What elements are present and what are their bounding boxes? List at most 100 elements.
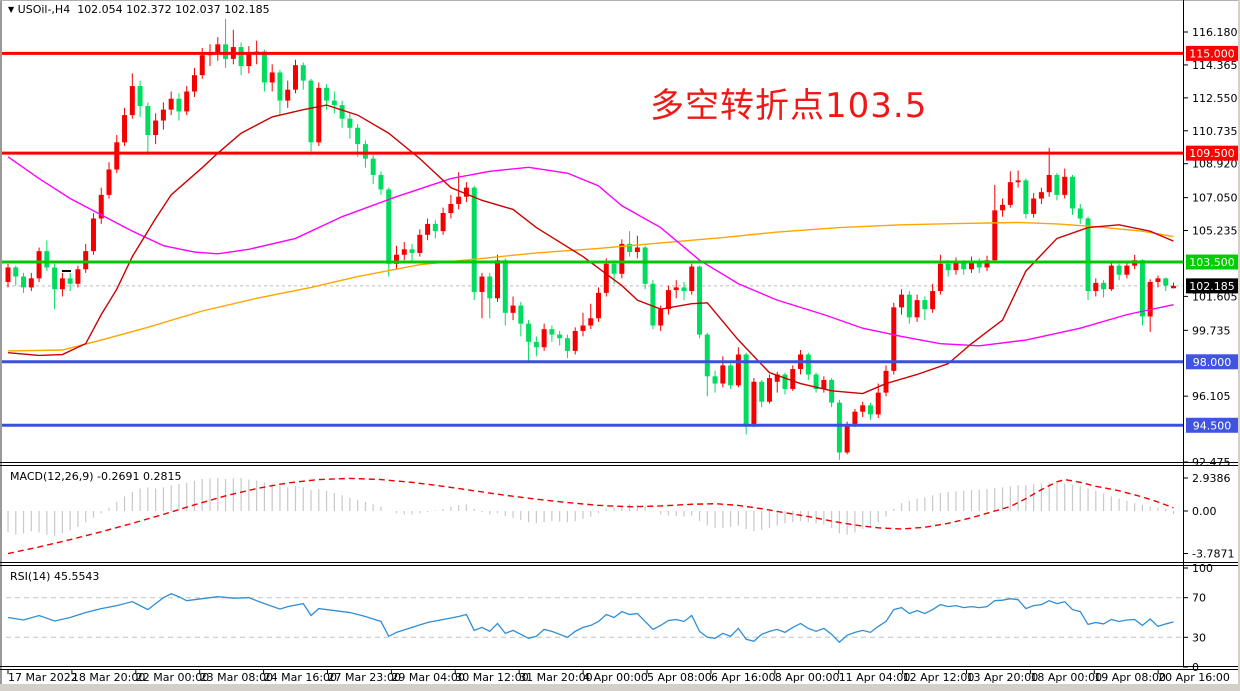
time-axis-label: 29 Mar 04:00 <box>391 671 464 684</box>
candle-body <box>805 354 811 375</box>
candle-body <box>984 260 990 268</box>
candle-body <box>658 309 664 326</box>
candle-body <box>665 290 671 310</box>
candle-body <box>782 374 788 389</box>
candle-body <box>487 276 493 299</box>
candle-body <box>1077 208 1083 219</box>
candle-body <box>883 370 889 393</box>
candle-body <box>52 267 58 290</box>
price-badge <box>1186 254 1238 270</box>
candle-body <box>774 374 780 382</box>
candle-body <box>292 65 298 90</box>
candle-body <box>914 300 920 318</box>
time-axis-label: 19 Apr 08:00 <box>1094 671 1166 684</box>
candle-body <box>199 55 205 76</box>
candle-body <box>728 365 734 386</box>
candle-body <box>642 247 648 284</box>
symbol-ohlc-text: USOil-,H4 102.054 102.372 102.037 102.18… <box>17 3 270 16</box>
candle-body <box>1171 285 1176 289</box>
time-axis-label: 31 Mar 20:00 <box>519 671 592 684</box>
candle-body <box>1023 180 1029 214</box>
price-axis-label: 116.180 <box>1192 26 1238 39</box>
symbol-dropdown-icon[interactable]: ▼ <box>8 5 15 14</box>
rsi-axis-label: 100 <box>1192 562 1213 575</box>
candle-body <box>83 251 89 270</box>
candle-body <box>1000 204 1006 211</box>
candle-body <box>588 318 594 326</box>
candle-body <box>285 89 291 101</box>
time-axis-label: 6 Apr 16:00 <box>711 671 776 684</box>
candle-body <box>759 381 765 402</box>
candle-body <box>1101 282 1107 290</box>
candle-body <box>417 234 423 253</box>
rsi-axis-label: 0 <box>1192 661 1199 674</box>
price-badge-label: 94.500 <box>1193 419 1232 432</box>
candle-body <box>518 305 524 324</box>
price-axis-label: 96.105 <box>1192 390 1231 403</box>
candle-body <box>860 405 866 412</box>
window-bottom-edge <box>0 684 1240 691</box>
time-axis-label: 12 Apr 12:00 <box>903 671 975 684</box>
candle-body <box>922 300 928 310</box>
candle-body <box>992 210 998 261</box>
price-badge <box>1186 145 1238 161</box>
time-axis-label: 4 Apr 00:00 <box>583 671 648 684</box>
price-badge-label: 98.000 <box>1193 356 1232 369</box>
price-axis-label: 105.235 <box>1192 225 1238 238</box>
candle-body <box>611 263 617 274</box>
price-axis-label: 110.735 <box>1192 125 1238 138</box>
price-axis-label: 101.605 <box>1192 290 1238 303</box>
candle-body <box>852 411 858 425</box>
candle-body <box>362 144 368 159</box>
candle-body <box>735 354 741 386</box>
price-axis-label: 114.365 <box>1192 59 1238 72</box>
ma-fast-red-line <box>7 104 1174 395</box>
candle-body <box>401 249 407 255</box>
time-axis-label: 8 Apr 00:00 <box>775 671 840 684</box>
time-axis-label: 17 Mar 2022 <box>8 671 78 684</box>
candle-body <box>316 87 322 143</box>
candle-body <box>59 278 65 290</box>
candle-body <box>961 262 967 270</box>
time-axis-label: 30 Mar 12:00 <box>455 671 528 684</box>
time-axis-label: 24 Mar 16:00 <box>264 671 337 684</box>
time-axis-label: 22 Mar 00:00 <box>136 671 209 684</box>
candle-body <box>1163 278 1169 286</box>
candle-body <box>21 276 27 288</box>
candle-body <box>572 330 578 351</box>
candle-body <box>681 287 687 292</box>
candle-body <box>1046 174 1052 193</box>
candle-body <box>836 402 842 453</box>
candle-body <box>432 223 438 232</box>
candle-body <box>67 278 73 284</box>
candle-body <box>269 72 275 83</box>
macd-axis-label: 2.9386 <box>1192 472 1231 485</box>
candle-body <box>98 194 104 219</box>
candle-body <box>1069 176 1075 209</box>
candle-body <box>1124 265 1130 275</box>
candle-body <box>580 325 586 331</box>
candle-body <box>821 379 827 389</box>
candle-body <box>557 334 563 339</box>
candle-body <box>526 323 532 342</box>
candle-body <box>867 405 873 415</box>
candle-body <box>495 260 501 299</box>
candle-body <box>603 263 609 293</box>
time-axis-label: 18 Apr 00:00 <box>1030 671 1102 684</box>
candle-body <box>145 106 151 136</box>
candle-body <box>223 44 229 59</box>
candle-body <box>1031 198 1037 214</box>
candle-body <box>324 87 330 101</box>
candle-body <box>425 223 431 235</box>
candle-body <box>153 120 159 136</box>
candle-body <box>106 169 112 195</box>
macd-indicator-label: MACD(12,26,9) -0.2691 0.2815 <box>10 470 182 483</box>
candle-body <box>1139 260 1145 317</box>
candle-body <box>673 287 679 291</box>
candle-body <box>650 283 656 326</box>
price-axis-label: 112.550 <box>1192 92 1238 105</box>
macd-axis-label: -3.7871 <box>1192 548 1234 561</box>
candle-body <box>1062 176 1068 195</box>
